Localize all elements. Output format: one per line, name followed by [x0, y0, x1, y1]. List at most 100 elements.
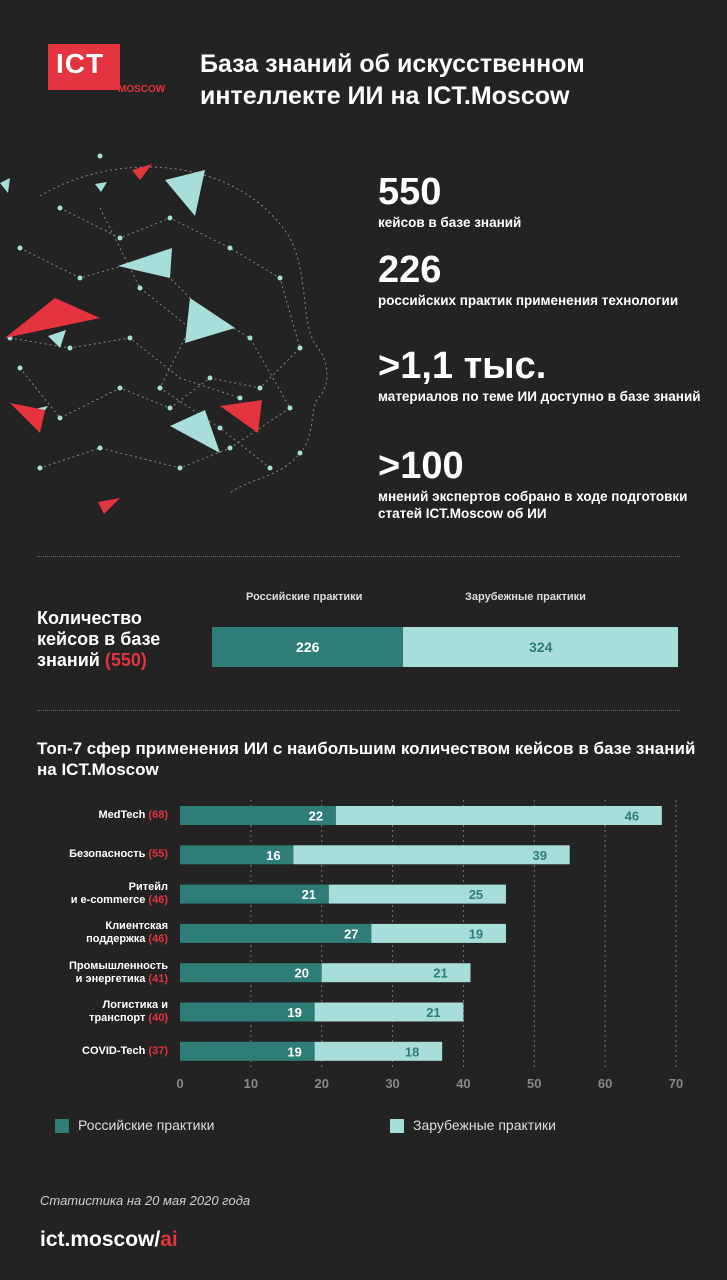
stat-value: >1,1 тыс.: [378, 345, 547, 387]
category-label: Безопасность (55): [0, 848, 168, 861]
stat-cases: 550 кейсов в базе знаний: [378, 172, 708, 231]
russian-bar: [180, 1002, 315, 1022]
russian-cases-bar: 226: [212, 627, 404, 667]
category-label: Клиентская поддержка (46): [0, 920, 168, 946]
foreign-header: Зарубежные практики: [465, 591, 586, 603]
foreign-bar: [335, 806, 662, 825]
bar-value-label: 25: [469, 887, 483, 902]
bar-value-label: 39: [532, 848, 546, 863]
stat-text: мнений экспертов собрано в ходе подготов…: [378, 489, 688, 521]
stat-experts: >100 мнений экспертов собрано в ходе под…: [378, 446, 708, 522]
ai-head-illustration: [0, 153, 328, 514]
legend-foreign-swatch: [390, 1119, 404, 1133]
bar-value-label: 19: [287, 1044, 301, 1059]
foreign-bar: [328, 884, 506, 904]
category-label: COVID-Tech (37): [0, 1045, 168, 1058]
chart-title: Топ-7 сфер применения ИИ с наибольшим ко…: [37, 739, 696, 779]
x-tick-label: 20: [314, 1076, 328, 1091]
foreign-cases-value: 324: [529, 639, 553, 655]
x-tick-label: 70: [669, 1076, 683, 1091]
russian-bar: [180, 1041, 315, 1061]
top7-bar-chart: 0 10 20 30 40 50 60 70 22 46 16 39 21 25 27 19 20 21 19 21 1…: [176, 800, 683, 1091]
bar-value-label: 21: [302, 887, 316, 902]
footer-url[interactable]: ict.moscow/ai: [40, 1228, 178, 1252]
x-tick-label: 60: [598, 1076, 612, 1091]
x-tick-label: 10: [244, 1076, 258, 1091]
russian-bar: [180, 884, 329, 904]
russian-bar: [180, 806, 336, 825]
url-accent: ai: [160, 1228, 178, 1251]
category-total: (46): [145, 933, 168, 946]
bar-value-label: 20: [294, 966, 308, 981]
stat-russian-practices: 226 российских практик применения технол…: [378, 250, 708, 309]
cases-total: (550): [104, 650, 147, 670]
category-total: (41): [145, 972, 168, 985]
cases-label-text: Количество кейсов в базе знаний: [37, 608, 161, 670]
ict-logo: [48, 44, 120, 90]
category-name: Ритейл: [128, 881, 168, 894]
logo-subtext: MOSCOW: [118, 84, 166, 95]
stat-text: российских практик применения технологии: [378, 293, 679, 308]
category-name: транспорт (40): [89, 1012, 168, 1024]
x-tick-label: 40: [456, 1076, 470, 1091]
logo-text: ICT: [56, 48, 105, 79]
category-label: Логистика и транспорт (40): [0, 999, 168, 1025]
russian-bar: [180, 923, 372, 943]
x-tick-label: 30: [385, 1076, 399, 1091]
russian-bar: [180, 963, 322, 983]
divider: [37, 556, 680, 557]
category-name: Клиентская: [105, 920, 168, 933]
legend-russian-swatch: [55, 1119, 69, 1133]
category-label: Промышленность и энергетика (41): [0, 960, 168, 986]
category-total: (37): [145, 1044, 168, 1057]
x-tick-label: 0: [176, 1076, 183, 1091]
bar-value-label: 18: [405, 1044, 419, 1059]
bar-value-label: 27: [344, 926, 358, 941]
category-name: поддержка (46): [86, 933, 168, 946]
url-main: ict.moscow/: [40, 1228, 161, 1251]
category-label: MedTech (68): [0, 809, 168, 822]
foreign-bar: [321, 963, 471, 983]
divider: [37, 710, 680, 711]
category-labels: MedTech (68) Безопасность (55) Ритейл и e-c…: [0, 0, 170, 1280]
category-name: и e-commerce (46): [70, 894, 168, 907]
category-label: Ритейл и e-commerce (46): [0, 881, 168, 907]
stat-value: 226: [378, 249, 442, 291]
foreign-bar: [314, 1041, 443, 1061]
stat-materials: >1,1 тыс. материалов по теме ИИ доступно…: [378, 346, 708, 405]
cases-count-label: Количество кейсов в базе знаний (550): [37, 608, 207, 671]
category-total: (46): [145, 894, 168, 907]
stat-value: 550: [378, 171, 442, 213]
category-name: MedTech (68): [98, 809, 168, 821]
stat-text: материалов по теме ИИ доступно в базе зн…: [378, 389, 701, 404]
foreign-bar: [293, 845, 570, 865]
bar-value-label: 21: [433, 966, 447, 981]
page-title: База знаний об искусственном интеллекте …: [200, 50, 585, 110]
category-total: (68): [145, 809, 168, 821]
bar-value-label: 16: [266, 848, 280, 863]
stat-value: >100: [378, 445, 464, 487]
bar-value-label: 46: [625, 809, 639, 824]
russian-header: Российские практики: [246, 591, 363, 603]
category-total: (40): [145, 1012, 168, 1024]
foreign-cases-bar: 324: [403, 627, 678, 667]
category-name: Логистика и: [102, 999, 169, 1011]
legend-russian-label: Российские практики: [78, 1117, 215, 1133]
x-tick-label: 50: [527, 1076, 541, 1091]
legend-foreign-label: Зарубежные практики: [413, 1117, 556, 1133]
bar-value-label: 21: [426, 1005, 440, 1020]
category-name: Промышленность: [69, 959, 168, 972]
russian-cases-value: 226: [296, 639, 320, 655]
foreign-bar: [314, 1002, 464, 1022]
bar-value-label: 19: [469, 926, 483, 941]
bar-value-label: 19: [287, 1005, 301, 1020]
category-name: COVID-Tech (37): [82, 1044, 168, 1057]
foreign-bar: [371, 923, 506, 943]
category-name: Безопасность (55): [69, 848, 168, 861]
category-total: (55): [145, 848, 168, 861]
category-name: и энергетика (41): [75, 972, 168, 985]
russian-bar: [180, 845, 294, 865]
footnote: Статистика на 20 мая 2020 года: [40, 1193, 251, 1208]
bar-value-label: 22: [309, 809, 323, 824]
stat-text: кейсов в базе знаний: [378, 215, 522, 230]
